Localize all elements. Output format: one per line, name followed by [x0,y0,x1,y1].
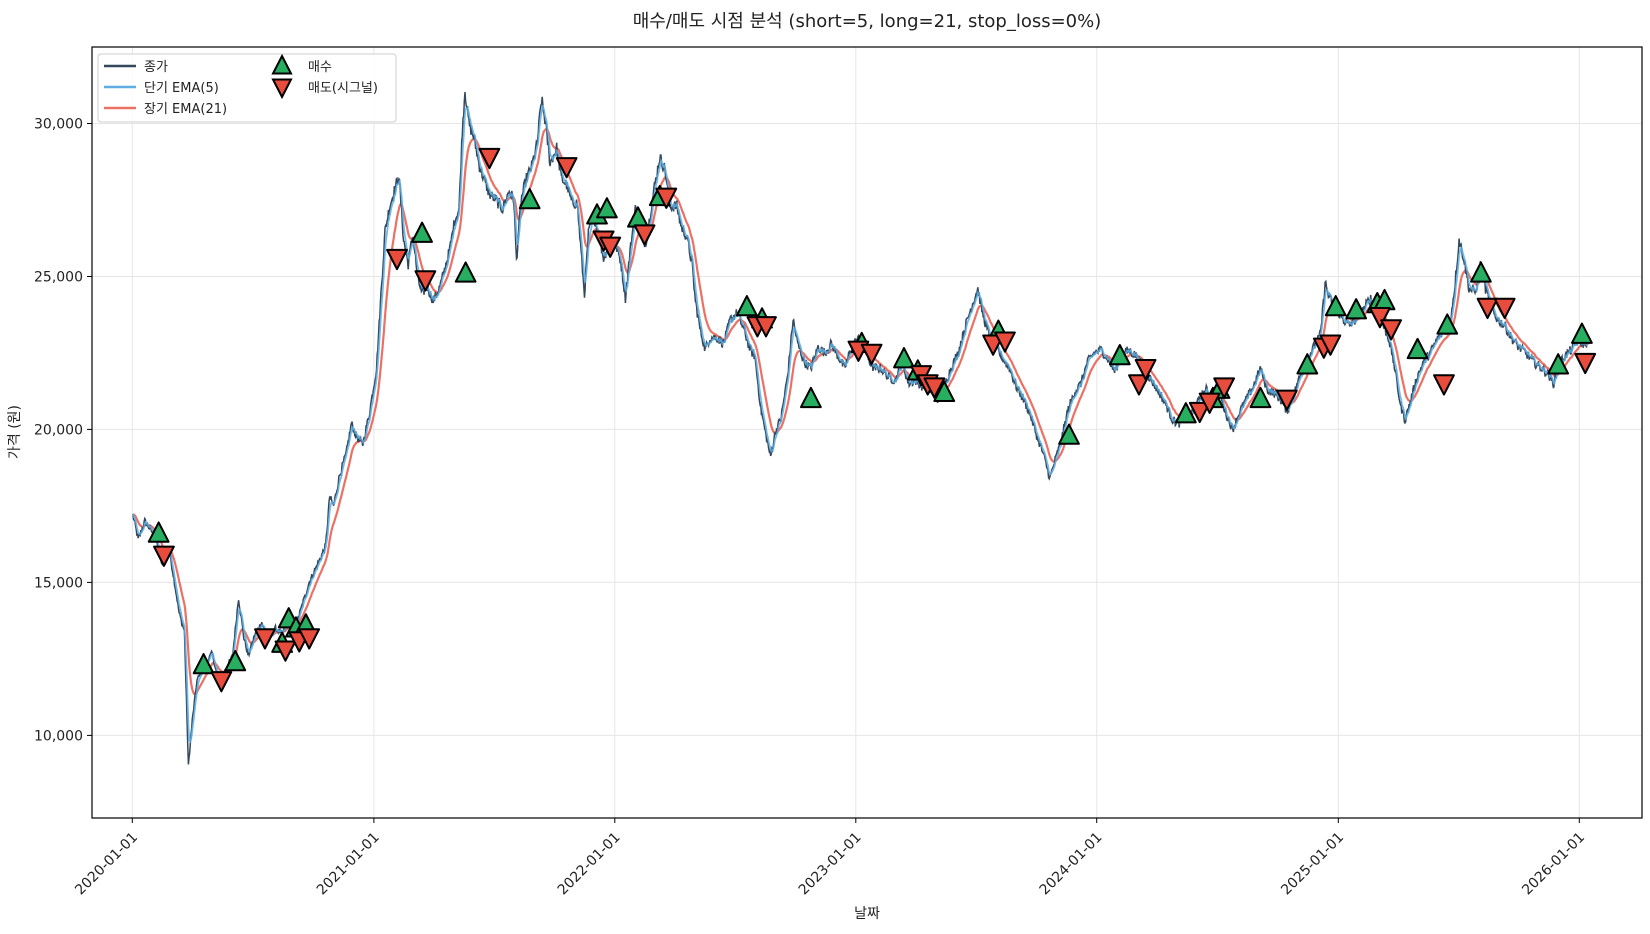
sell-marker [1188,401,1211,424]
sell-marker [1198,392,1221,414]
legend-label: 종가 [144,60,168,75]
sell-marker [1134,359,1157,381]
sell-marker [860,343,883,365]
chart-title: 매수/매도 시점 분석 (short=5, long=21, stop_loss… [633,11,1102,32]
buy-marker [1436,313,1459,335]
buy-marker [1108,344,1131,366]
buy-marker [1470,261,1492,283]
sell-marker [755,316,777,338]
legend-label: 단기 EMA(5) [144,81,219,96]
legend-swatch [271,78,293,100]
sell-marker [1369,306,1391,329]
y-tick-label: 15,000 [34,575,83,591]
buy-marker [411,221,433,243]
signal-markers [147,147,1597,693]
sell-marker [1128,374,1150,396]
sell-marker [274,640,297,662]
y-tick-label: 25,000 [34,270,83,286]
sell-marker [1574,352,1597,375]
y-tick-label: 20,000 [34,422,83,438]
sell-marker [633,224,656,246]
buy-marker [454,261,477,283]
buy-marker [1406,337,1429,360]
sell-marker [655,187,678,209]
legend-label: 매수 [308,60,332,75]
sell-marker [1493,297,1516,320]
sell-marker [478,147,501,170]
sell-marker [210,671,233,693]
sell-marker [386,248,408,271]
sell-marker [1275,389,1298,411]
sell-marker [599,236,622,258]
sell-marker [1319,334,1342,356]
legend-swatch [271,53,293,75]
x-axis-label: 날짜 [854,906,880,922]
sell-marker [1380,319,1403,341]
buy-marker [596,197,618,219]
y-tick-label: 30,000 [34,117,83,133]
buy-marker [799,386,822,409]
plot-frame [91,46,1643,819]
sell-marker [254,628,276,650]
buy-marker [1547,353,1570,375]
buy-marker [224,649,247,672]
buy-marker [1324,295,1347,317]
buy-marker [1296,353,1319,375]
sell-marker [994,331,1016,353]
y-axis-label: 가격 (원) [7,405,23,459]
buy-marker [192,653,215,675]
sell-marker [1213,377,1236,399]
buy-marker [518,187,541,210]
buy-marker [147,521,170,543]
sell-marker [1433,374,1455,396]
sell-marker [923,377,946,399]
buy-marker [1571,322,1593,344]
buy-marker [1345,298,1368,320]
sell-marker [1476,297,1499,320]
buy-marker [1249,386,1272,409]
sell-marker [298,628,321,650]
buy-marker [1058,423,1080,445]
sell-marker [153,545,175,567]
buy-marker [933,380,956,402]
legend-label: 장기 EMA(21) [144,102,227,117]
buy-marker [893,347,915,369]
y-tick-label: 10,000 [34,728,83,744]
sell-marker [414,270,437,292]
buy-marker [735,295,758,317]
legend-label: 매도(시그널) [308,81,378,96]
sell-marker [555,157,578,179]
legend-box [97,53,397,123]
buy-marker [1174,402,1197,424]
